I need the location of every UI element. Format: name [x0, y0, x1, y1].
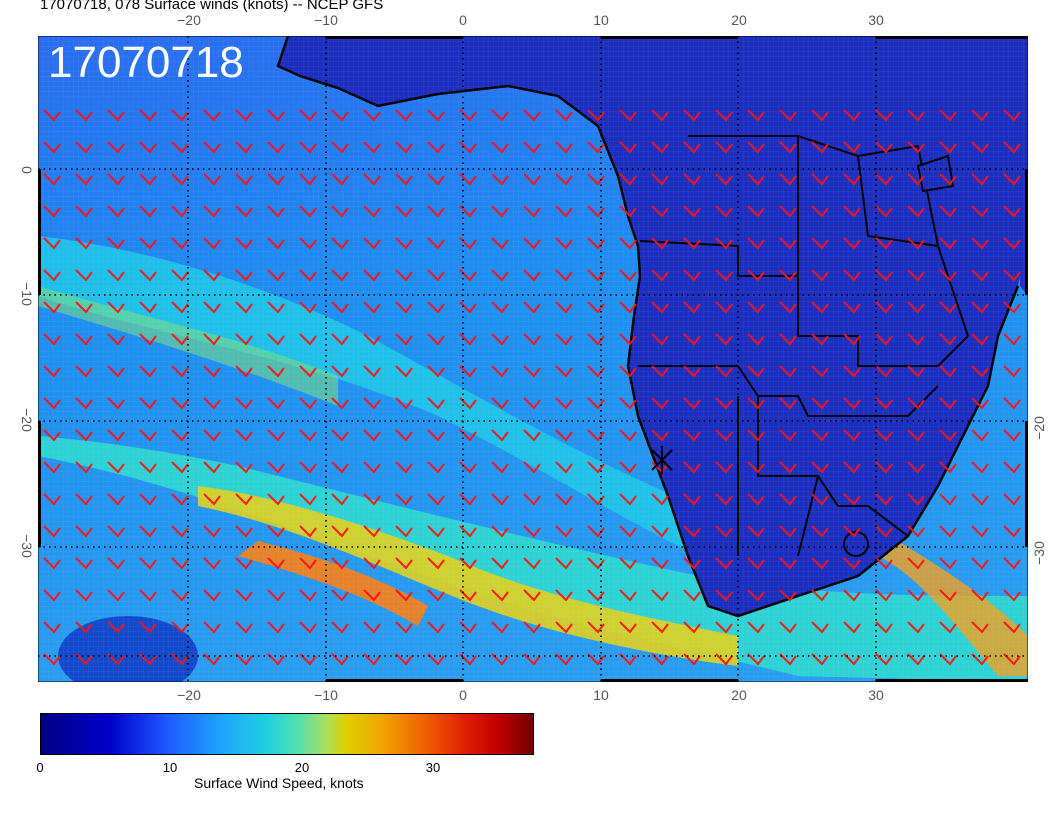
- left-lat-tick: −20: [19, 408, 35, 432]
- bottom-lon-tick: 10: [593, 687, 609, 703]
- bottom-lon-tick: −10: [314, 687, 338, 703]
- graticule: [38, 36, 1028, 682]
- top-lon-tick: −10: [314, 12, 338, 28]
- left-lat-tick: 0: [19, 166, 35, 174]
- right-lat-tick: −30: [1031, 541, 1047, 565]
- right-lat-tick: −20: [1031, 416, 1047, 440]
- colorbar-tick: 30: [425, 760, 441, 775]
- bottom-lon-tick: 20: [731, 687, 747, 703]
- bottom-lon-tick: 0: [459, 687, 467, 703]
- colorbar-label: Surface Wind Speed, knots: [194, 775, 364, 791]
- wind-barbs: [38, 96, 1028, 682]
- left-lat-tick: −10: [19, 282, 35, 306]
- colorbar: [40, 713, 534, 755]
- timestamp-overlay: 17070718: [48, 38, 244, 87]
- top-lon-tick: 10: [593, 12, 609, 28]
- map-title: 17070718, 078 Surface winds (knots) -- N…: [40, 0, 384, 13]
- left-lat-tick: −30: [19, 534, 35, 558]
- bottom-lon-tick: −20: [177, 687, 201, 703]
- top-lon-tick: 30: [868, 12, 884, 28]
- top-lon-tick: −20: [177, 12, 201, 28]
- location-marker: [651, 446, 673, 474]
- top-lon-tick: 20: [731, 12, 747, 28]
- colorbar-tick: 0: [36, 760, 44, 775]
- bottom-lon-tick: 30: [868, 687, 884, 703]
- wind-speed-map: [38, 36, 1028, 682]
- colorbar-tick: 20: [294, 760, 310, 775]
- colorbar-tick: 10: [162, 760, 178, 775]
- top-lon-tick: 0: [459, 12, 467, 28]
